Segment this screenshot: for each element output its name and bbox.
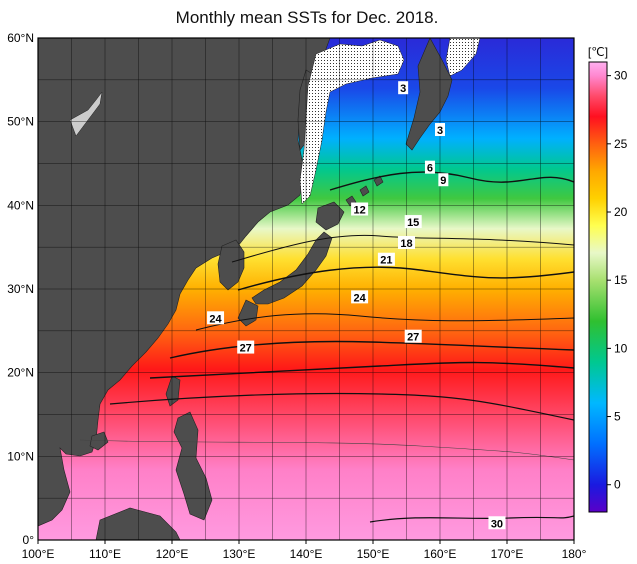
graticule — [38, 38, 574, 540]
longitude-label: 170°E — [491, 547, 524, 561]
sea-ice-okhotsk — [299, 39, 405, 205]
contour-label-box — [398, 235, 415, 249]
contour-label-box — [404, 215, 422, 229]
latitude-label: 30°N — [7, 282, 34, 296]
sst-contours — [79, 171, 574, 523]
latitude-labels: 60°N 50°N 40°N 30°N 20°N 10°N 0° — [7, 31, 34, 547]
colorbar-tick-label: 15 — [614, 273, 628, 287]
colorbar-tick-label: 30 — [614, 69, 628, 83]
contour-label-box — [351, 290, 369, 304]
longitude-labels: 100°E 110°E 120°E 130°E 140°E 150°E 160°E 170°E… — [22, 540, 587, 561]
contour-label: 27 — [240, 343, 252, 355]
longitude-label: 180° — [562, 547, 587, 561]
longitude-label: 160°E — [424, 547, 457, 561]
contour-label: 3 — [400, 83, 406, 95]
contour-label-box — [438, 173, 449, 187]
colorbar-tick-label: 25 — [614, 137, 628, 151]
latitude-label: 10°N — [7, 449, 34, 463]
contour-label: 9 — [440, 175, 446, 187]
contour-labels: 3 3 69 12 15 18 21 24 24 27 27 30 — [207, 81, 506, 530]
latitude-label: 50°N — [7, 115, 34, 129]
contour-label-box — [404, 329, 422, 343]
colorbar-tick-label: 0 — [614, 478, 621, 492]
contour-label-box — [435, 123, 445, 137]
contour-label: 12 — [353, 205, 365, 217]
longitude-label: 100°E — [22, 547, 55, 561]
contour-label-box — [398, 81, 409, 95]
contour-label: 6 — [427, 163, 433, 175]
contour-label-box — [377, 252, 395, 266]
contour-label: 30 — [491, 518, 503, 530]
map-title: Monthly mean SSTs for Dec. 2018. — [175, 8, 439, 27]
longitude-label: 140°E — [290, 547, 323, 561]
contour-label: 27 — [407, 332, 419, 344]
contour-label-box — [207, 311, 225, 325]
land-masses — [38, 38, 453, 540]
colorbar-tick-label: 20 — [614, 205, 628, 219]
contour-label-box — [424, 160, 435, 174]
longitude-label: 150°E — [357, 547, 390, 561]
contour-label-box — [488, 516, 506, 530]
longitude-label: 130°E — [223, 547, 256, 561]
latitude-label: 40°N — [7, 198, 34, 212]
longitude-label: 120°E — [156, 547, 189, 561]
colorbar — [588, 61, 608, 513]
colorbar-tick-label: 5 — [614, 410, 621, 424]
contour-label: 24 — [353, 292, 366, 304]
latitude-label: 60°N — [7, 31, 34, 45]
colorbar-ticks: 30 25 20 15 10 5 0 — [607, 69, 628, 492]
contour-label: 24 — [209, 313, 222, 325]
longitude-label: 110°E — [89, 547, 121, 561]
contour-label: 3 — [437, 125, 443, 137]
contour-label: 21 — [380, 255, 392, 267]
sea-ice-bering — [445, 38, 481, 77]
sea-ice-siberia — [69, 91, 103, 137]
contour-label-box — [237, 340, 255, 354]
contour-label-box — [351, 202, 369, 216]
colorbar-unit: [℃] — [588, 45, 608, 59]
latitude-label: 20°N — [7, 366, 34, 380]
contour-label: 15 — [407, 217, 419, 229]
latitude-label: 0° — [23, 533, 35, 547]
colorbar-tick-label: 10 — [614, 341, 628, 355]
contour-label: 18 — [400, 238, 412, 250]
